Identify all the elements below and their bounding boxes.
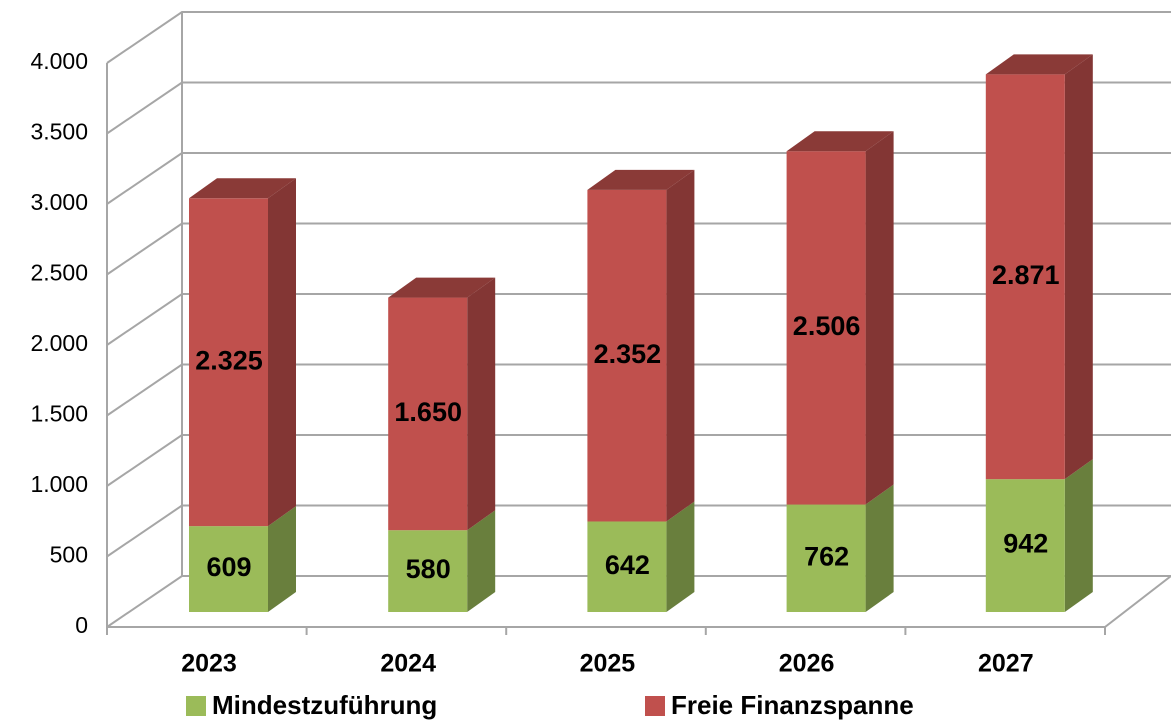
- data-label: 1.650: [394, 397, 462, 427]
- legend-swatch: [186, 696, 206, 716]
- bar-side: [865, 484, 894, 612]
- legend-swatch: [645, 696, 665, 716]
- bar-side: [467, 277, 496, 531]
- y-tick-label: 500: [50, 542, 88, 568]
- y-tick-label: 1.500: [30, 401, 88, 427]
- legend-label: Mindestzuführung: [212, 690, 437, 720]
- data-label: 2.325: [195, 345, 263, 375]
- x-tick-label: 2023: [181, 650, 237, 678]
- bar: [189, 198, 268, 527]
- bar-side: [268, 178, 296, 527]
- y-tick-label: 3.000: [30, 189, 88, 215]
- bar-top: [587, 169, 695, 190]
- data-label: 642: [605, 550, 650, 580]
- data-label: 580: [406, 554, 451, 584]
- bar-side: [666, 169, 695, 522]
- y-tick-label: 2.000: [30, 330, 88, 356]
- y-tick-label: 4.000: [30, 48, 88, 74]
- data-label: 762: [804, 541, 849, 571]
- x-tick-label: 2026: [779, 650, 835, 678]
- grid-line: [106, 81, 1171, 135]
- x-tick-label: 2024: [380, 650, 436, 678]
- bar: [189, 526, 268, 612]
- y-tick-label: 0: [75, 612, 88, 638]
- data-label: 609: [206, 552, 251, 582]
- bar-side: [467, 510, 496, 612]
- grid-line: [106, 11, 1171, 64]
- bar-top: [786, 131, 894, 152]
- bar-top: [388, 277, 496, 298]
- bar-side: [666, 501, 695, 612]
- y-tick-label: 3.500: [30, 119, 88, 145]
- x-tick-label: 2025: [580, 650, 636, 678]
- bar: [587, 189, 667, 522]
- x-tick-label: 2027: [978, 650, 1034, 678]
- bar: [587, 521, 667, 612]
- bar-top: [189, 178, 296, 199]
- bar: [388, 530, 468, 612]
- bar-side: [268, 506, 296, 612]
- data-label: 2.352: [594, 339, 662, 369]
- data-label: 942: [1003, 529, 1048, 559]
- bar: [786, 504, 866, 612]
- bar: [786, 151, 866, 505]
- bar: [985, 74, 1065, 480]
- data-label: 2.871: [992, 260, 1060, 290]
- bar-side: [865, 131, 894, 505]
- bar-top: [985, 54, 1093, 75]
- y-tick-label: 2.500: [30, 260, 88, 286]
- bar-side: [1064, 54, 1093, 480]
- data-label: 2.506: [793, 311, 861, 341]
- y-tick-label: 1.000: [30, 471, 88, 497]
- bar: [388, 297, 468, 531]
- bar: [985, 479, 1065, 612]
- bar-side: [1064, 459, 1093, 612]
- legend-label: Freie Finanzspanne: [671, 690, 914, 720]
